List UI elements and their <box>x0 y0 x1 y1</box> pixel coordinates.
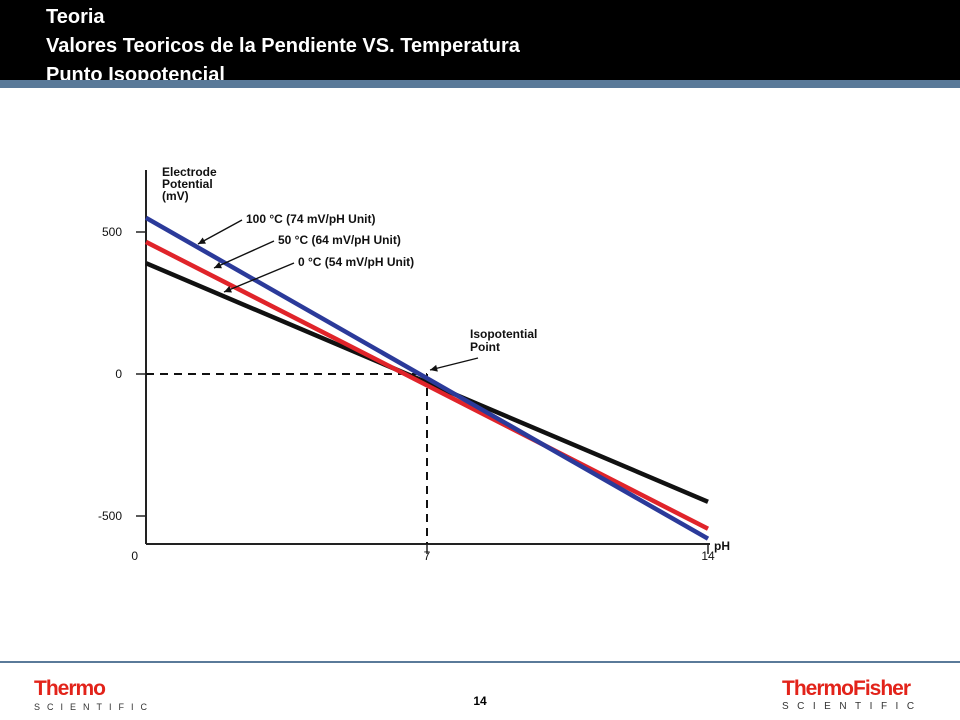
series-arrowhead-0 <box>198 237 206 244</box>
series-arrowhead-2 <box>224 286 232 293</box>
slide-title-line-1: Teoria <box>46 6 105 28</box>
x-tick-label-2: 14 <box>701 549 715 563</box>
series-line-0 <box>144 215 710 541</box>
series-line-2 <box>145 261 709 504</box>
x-axis-label: pH <box>714 539 730 553</box>
footer-divider <box>0 661 960 663</box>
series-line-1 <box>144 239 710 531</box>
series-leader-0 <box>197 219 243 245</box>
series-label-1: 50 °C (64 mV/pH Unit) <box>278 233 401 247</box>
y-axis-label-line-0: Electrode <box>162 165 217 179</box>
chart-area: 500 0 -500 0 7 14 pH Electrode Potential (mV) 100 … <box>70 140 770 580</box>
series-label-2: 0 °C (54 mV/pH Unit) <box>298 255 414 269</box>
y-tick-label-2: -500 <box>98 509 122 523</box>
y-tick-label-1: 0 <box>115 367 122 381</box>
series-leader-2 <box>223 262 295 293</box>
header-divider <box>0 80 960 88</box>
isopotential-leader <box>429 357 479 371</box>
slide-title-line-2: Valores Teoricos de la Pendiente VS. Tem… <box>46 35 520 57</box>
series-arrowhead-1 <box>214 261 222 269</box>
thermofisher-scientific-logo: ThermoFisher SCIENTIFIC <box>782 678 923 713</box>
x-tick-label-1: 7 <box>424 549 431 563</box>
logo-left-sub: SCIENTIFIC <box>34 702 155 712</box>
logo-left-word: Thermo <box>34 677 106 700</box>
y-tick-label-0: 500 <box>102 225 122 239</box>
logo-right-sub: SCIENTIFIC <box>782 701 923 712</box>
y-axis-label-line-1: Potential <box>162 177 213 191</box>
series-leader-1 <box>213 240 275 269</box>
thermo-scientific-logo: Thermo SCIENTIFIC <box>34 678 154 713</box>
series-label-0: 100 °C (74 mV/pH Unit) <box>246 212 376 226</box>
page-number: 14 <box>473 694 487 708</box>
slide-header: Teoria Valores Teoricos de la Pendiente … <box>0 0 960 86</box>
isopotential-arrowhead <box>430 364 438 372</box>
y-axis-label-line-2: (mV) <box>162 189 189 203</box>
isopotential-label-line-0: Isopotential <box>470 327 537 341</box>
logo-right-word: ThermoFisher <box>782 677 911 700</box>
x-tick-label-0: 0 <box>131 549 138 563</box>
isopotential-label-line-1: Point <box>470 340 500 354</box>
